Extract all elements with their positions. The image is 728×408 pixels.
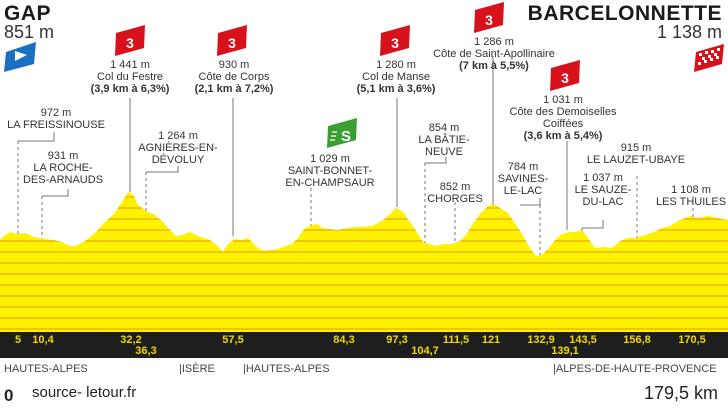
start-town: GAP (4, 2, 52, 25)
climb-cat3-icon: 3 (217, 25, 247, 56)
region-label: |ALPES-DE-HAUTE-PROVENCE (553, 363, 717, 375)
place-label: 931 m LA ROCHE- DES-ARNAUDS (22, 150, 104, 186)
place-label: 915 m LE LAUZET-UBAYE (586, 142, 686, 166)
svg-text:3: 3 (391, 35, 399, 51)
region-label: |HAUTES-ALPES (243, 363, 330, 375)
climb-label: 930 m Côte de Corps (2,1 km à 7,2%) (194, 59, 274, 95)
km-marker: 121 (481, 334, 501, 346)
finish-town: BARCELONNETTE (527, 2, 722, 25)
climb-label: 1 031 m Côte des Demoiselles Coiffées (3,6 … (509, 94, 617, 142)
climb-cat3-icon: 3 (550, 60, 580, 91)
km-marker: 36,3 (135, 345, 157, 357)
finish-altitude: 1 138 m (656, 22, 722, 42)
start-flag-icon (4, 42, 36, 72)
region-label: HAUTES-ALPES (4, 363, 88, 375)
sprint-label: 1 029 m SAINT-BONNET- EN-CHAMPSAUR (285, 153, 375, 189)
svg-text:3: 3 (228, 35, 236, 51)
km-marker: 111,5 (442, 334, 470, 346)
km-marker: 143,5 (569, 334, 597, 346)
svg-text:3: 3 (485, 12, 493, 28)
place-label: 972 m LA FREISSINOUSE (7, 107, 105, 131)
region-label: |ISÈRE (179, 363, 215, 375)
place-label: 852 m CHORGES (427, 181, 483, 205)
climb-cat3-icon: 3 (380, 25, 410, 56)
climb-cat3-icon: 3 (115, 25, 145, 56)
km-marker: 97,3 (386, 334, 408, 346)
km-marker: 5 (14, 334, 22, 346)
axis-start: 0 (4, 386, 14, 405)
km-marker: 170,5 (678, 334, 706, 346)
finish-flag-icon (694, 44, 724, 72)
place-label: 1 037 m LE SAUZE- DU-LAC (574, 172, 632, 208)
total-distance: 179,5 km (643, 383, 718, 403)
km-marker: 32,2 (120, 334, 142, 346)
svg-text:3: 3 (561, 70, 569, 86)
place-label: 1 108 m LES THUILES (655, 184, 727, 208)
svg-text:3: 3 (126, 35, 134, 51)
km-marker: 84,3 (333, 334, 355, 346)
climb-label: 1 441 m Col du Festre (3,9 km à 6,3%) (90, 59, 170, 95)
km-marker: 139,1 (551, 345, 579, 357)
climb-cat3-icon: 3 (474, 2, 504, 33)
climb-label: 1 286 m Côte de Saint-Apollinaire (7 km à … (433, 36, 555, 72)
place-label: 854 m LA BÂTIE- NEUVE (418, 122, 470, 158)
km-band (0, 332, 728, 358)
sprint-icon: S (327, 118, 357, 148)
svg-text:S: S (341, 128, 351, 145)
source-credit: source- letour.fr (32, 384, 137, 401)
place-label: 1 264 m AGNIÈRES-EN- DÉVOLUY (138, 130, 218, 166)
km-marker: 132,9 (527, 334, 555, 346)
climb-label: 1 280 m Col de Manse (5,1 km à 3,6%) (356, 59, 436, 95)
km-marker: 57,5 (222, 334, 244, 346)
km-marker: 104,7 (411, 345, 439, 357)
start-altitude: 851 m (4, 22, 55, 42)
km-marker: 156,8 (623, 334, 651, 346)
place-label: 784 m SAVINES- LE-LAC (497, 161, 549, 197)
km-marker: 10,4 (32, 334, 54, 346)
elevation-profile (0, 192, 728, 332)
